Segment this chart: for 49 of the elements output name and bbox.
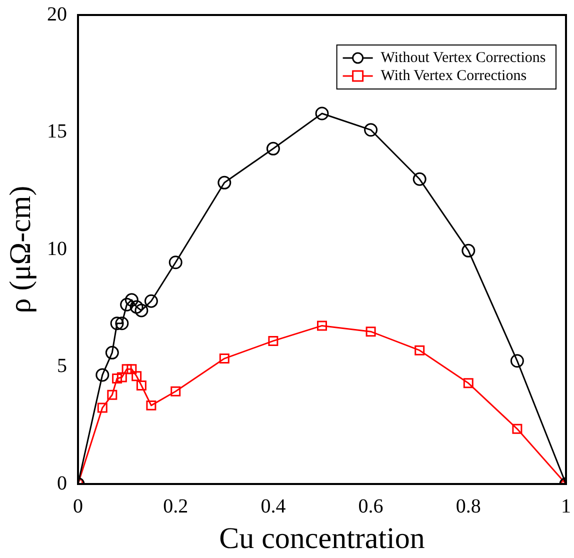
point	[168, 256, 182, 270]
x-axis-title: Cu concentration	[219, 522, 425, 555]
y-tick-label: 20	[47, 3, 67, 26]
x-tick-label: 0.4	[260, 495, 286, 518]
point	[96, 368, 110, 382]
point	[122, 364, 132, 374]
point	[146, 400, 156, 410]
x-tick-label: 0.2	[163, 495, 188, 518]
point	[218, 176, 232, 190]
x-tick-label: 0	[73, 495, 83, 518]
y-tick-label: 10	[47, 238, 67, 260]
point	[134, 304, 148, 318]
point	[97, 402, 108, 413]
point	[268, 336, 278, 346]
y-axis-title: ρ (μΩ-cm)	[4, 186, 37, 314]
y-tick-label: 0	[57, 472, 67, 494]
point	[105, 346, 119, 360]
point	[317, 320, 327, 331]
legend-label: Without Vertex Corrections	[380, 50, 546, 66]
x-tick-label: 0.6	[358, 495, 384, 518]
point	[463, 378, 474, 388]
point	[124, 293, 138, 307]
y-tick-label: 5	[57, 355, 67, 377]
x-tick-label: 0.8	[456, 495, 481, 518]
point	[116, 372, 127, 382]
point	[364, 123, 378, 137]
point	[120, 298, 134, 312]
point	[412, 172, 426, 186]
point	[366, 326, 376, 337]
point	[136, 380, 146, 391]
point	[462, 244, 476, 258]
point	[130, 300, 144, 314]
x-tick-label: 1	[561, 495, 571, 518]
point	[144, 294, 158, 308]
point	[510, 354, 524, 368]
point	[170, 386, 181, 396]
point	[110, 316, 124, 330]
y-tick-label: 15	[47, 120, 67, 142]
point	[414, 345, 425, 356]
point	[126, 364, 137, 374]
point	[266, 142, 280, 156]
point	[115, 316, 129, 330]
point	[315, 106, 329, 120]
point	[112, 373, 122, 384]
legend-label: With Vertex Corrections	[380, 68, 527, 84]
point	[132, 371, 142, 382]
point	[107, 390, 118, 400]
point	[512, 424, 522, 434]
point	[219, 354, 230, 364]
